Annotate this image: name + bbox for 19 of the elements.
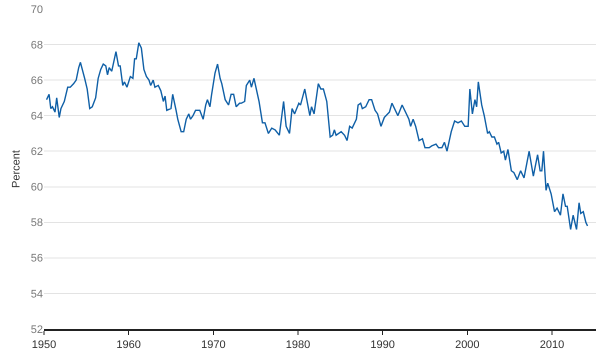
y-axis-title: Percent [10,150,22,188]
y-tick-label: 70 [30,4,43,16]
x-tick-label: 1980 [286,339,310,352]
x-tick-label: 1970 [201,339,226,352]
y-tick-label: 60 [30,182,43,194]
x-tick-label: 1960 [116,339,141,352]
y-tick-label: 58 [30,217,43,230]
y-tick-label: 56 [30,252,43,265]
y-tick-label: 64 [30,110,43,123]
y-tick-label: 68 [30,39,43,52]
x-tick-label: 2000 [455,339,480,352]
x-tick-label: 1990 [370,339,395,352]
x-tick-label: 1950 [32,339,56,352]
y-tick-label: 62 [30,146,43,158]
y-tick-label: 52 [30,324,43,336]
y-tick-label: 54 [30,288,43,300]
x-tick-label: 2010 [540,339,564,352]
y-tick-label: 66 [30,74,43,87]
line-series [46,42,588,230]
